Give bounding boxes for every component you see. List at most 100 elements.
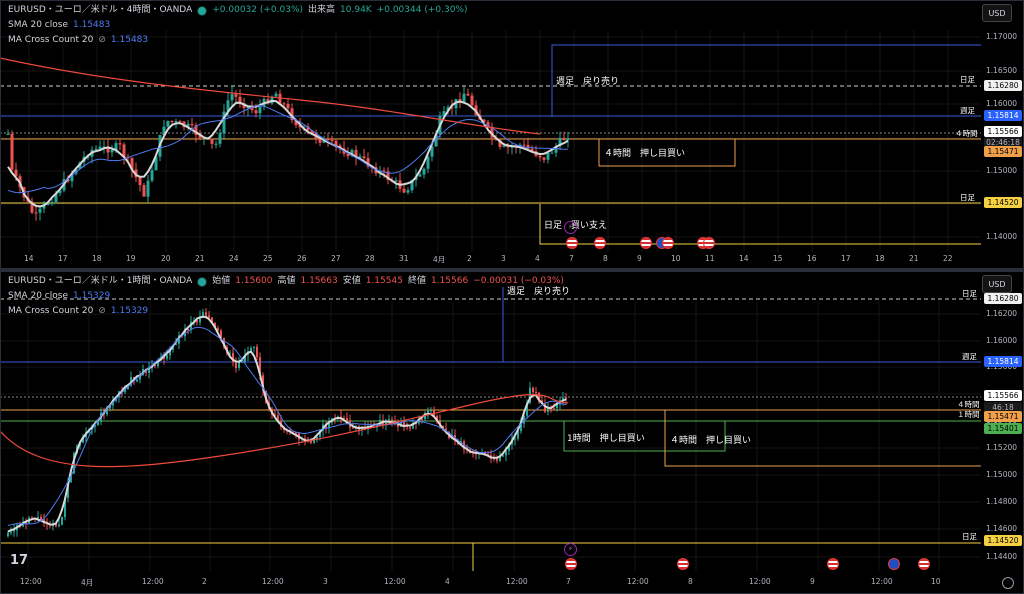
time-axis-label: 7 — [566, 577, 571, 586]
time-axis-label: 27 — [331, 254, 341, 263]
us-flag-icon[interactable] — [918, 558, 930, 570]
us-flag-icon[interactable] — [677, 558, 689, 570]
chart-4h-legend: EURUSD・ユーロ／米ドル・4時間・OANDA +0.00032 (+0.03… — [8, 3, 467, 48]
time-axis-label: 12:00 — [749, 577, 771, 586]
price-scale-label: 1.14000 — [986, 232, 1018, 241]
sma-indicator-label[interactable]: SMA 20 close — [8, 291, 68, 301]
us-flag-icon[interactable] — [662, 237, 674, 249]
chart-1h-panel[interactable]: EURUSD・ユーロ／米ドル・1時間・OANDA 始値 1.15600 高値 1… — [0, 271, 1024, 594]
ma-cross-indicator-label[interactable]: MA Cross Count 20 — [8, 35, 94, 45]
candle-body — [520, 423, 522, 432]
time-axis-label: 8 — [603, 254, 608, 263]
candle-body — [482, 119, 486, 123]
daily-zone-box — [539, 204, 981, 245]
settings-icon[interactable] — [1002, 577, 1014, 589]
us-flag-icon[interactable] — [566, 237, 578, 249]
daily-low-label: 日足 — [960, 193, 975, 202]
candle-body — [148, 368, 150, 373]
candle-body — [163, 356, 165, 359]
candles — [7, 308, 567, 538]
time-axis-label: 21 — [909, 254, 919, 263]
currency-selector[interactable]: USD — [982, 4, 1012, 22]
countdown-tag: 02:46:18 — [984, 137, 1022, 148]
visibility-icon[interactable]: ⊘ — [98, 306, 106, 316]
candle-body — [313, 439, 315, 443]
candle-body — [358, 156, 362, 158]
time-axis-label: 12:00 — [20, 577, 42, 586]
weekly-sell-note: 週足 戻り売り — [556, 77, 620, 87]
chart-4h-canvas[interactable] — [0, 0, 1024, 269]
candle-body — [274, 93, 278, 97]
candle-body — [112, 400, 114, 406]
h4-buy-note: ４時間 押し目買い — [670, 436, 752, 446]
candle-body — [553, 407, 555, 409]
price-tag-weekly: 1.15814 — [984, 110, 1022, 121]
candle-body — [266, 98, 270, 104]
candle-body — [253, 346, 255, 348]
h1-zone-box — [563, 420, 726, 452]
market-status-icon — [197, 5, 208, 16]
candle-body — [422, 168, 426, 175]
candle-body — [546, 152, 550, 160]
high-label: 高値 — [277, 276, 296, 286]
h4-zone-box — [598, 138, 736, 167]
time-axis-label: 3 — [501, 254, 506, 263]
symbol-title[interactable]: EURUSD・ユーロ／米ドル・1時間・OANDA — [8, 276, 193, 286]
candle-body — [61, 517, 63, 525]
candle-body — [13, 530, 15, 532]
us-flag-icon[interactable] — [594, 237, 606, 249]
tradingview-logo[interactable]: 17 — [10, 553, 29, 568]
candle-body — [566, 138, 570, 140]
candle-body — [10, 531, 12, 533]
lightning-icon[interactable]: ⚡ — [564, 543, 577, 556]
candle-body — [547, 407, 549, 412]
price-scale-label: 1.17000 — [986, 32, 1018, 41]
chart-4h-panel[interactable]: EURUSD・ユーロ／米ドル・4時間・OANDA +0.00032 (+0.03… — [0, 0, 1024, 269]
price-tag-h4: 1.15471 — [984, 146, 1022, 157]
candle-body — [30, 201, 34, 213]
price-change: −0.00031 (−0.03%) — [473, 276, 564, 286]
close-label: 終値 — [407, 276, 426, 286]
us-flag-icon[interactable] — [703, 237, 715, 249]
candle-body — [110, 150, 114, 153]
candle-body — [58, 524, 60, 527]
visibility-icon[interactable]: ⊘ — [98, 35, 106, 45]
candle-body — [178, 335, 180, 344]
candle-body — [178, 121, 182, 123]
countdown-tag: 46:18 — [984, 402, 1022, 413]
candle-body — [230, 94, 234, 101]
candle-body — [122, 144, 126, 157]
symbol-title[interactable]: EURUSD・ユーロ／米ドル・4時間・OANDA — [8, 5, 193, 15]
eu-flag-icon[interactable] — [888, 558, 900, 570]
price-tag-h1: 1.15401 — [984, 423, 1022, 434]
candle-body — [379, 420, 381, 425]
candle-body — [346, 418, 348, 421]
candle-body — [211, 317, 213, 323]
candle-body — [6, 133, 10, 135]
candle-body — [98, 146, 102, 149]
candle-body — [376, 424, 378, 428]
candle-body — [174, 121, 178, 123]
candle-body — [130, 157, 134, 170]
time-axis-label: 17 — [841, 254, 851, 263]
candle-body — [86, 156, 90, 158]
us-flag-icon[interactable] — [827, 558, 839, 570]
us-flag-icon[interactable] — [640, 237, 652, 249]
candle-body — [498, 139, 502, 147]
ma-cross-indicator-label[interactable]: MA Cross Count 20 — [8, 306, 94, 316]
sma-indicator-value: 1.15329 — [73, 291, 111, 301]
us-flag-icon[interactable] — [565, 558, 577, 570]
candle-body — [343, 417, 345, 419]
panel-divider[interactable] — [0, 269, 1024, 271]
time-axis-label: 25 — [263, 254, 273, 263]
currency-selector[interactable]: USD — [982, 275, 1012, 293]
h4-buy-note: ４時間 押し目買い — [604, 149, 686, 159]
sma-indicator-label[interactable]: SMA 20 close — [8, 20, 68, 30]
candle-body — [150, 170, 154, 181]
candle-body — [286, 103, 290, 109]
lightning-icon[interactable]: ⚡ — [564, 221, 577, 234]
time-axis-label: 18 — [875, 254, 885, 263]
chart-1h-canvas[interactable] — [0, 271, 1024, 594]
candle-body — [226, 100, 230, 112]
candle-body — [277, 415, 279, 421]
